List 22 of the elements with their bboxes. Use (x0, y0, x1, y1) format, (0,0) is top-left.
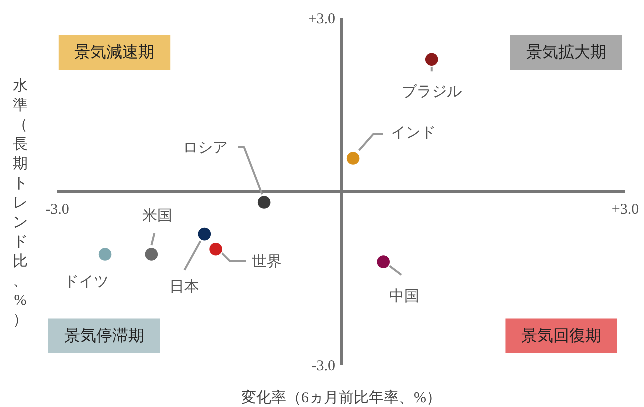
text: 水準（長期トレンド比、%） (13, 78, 28, 328)
point (208, 242, 224, 257)
point (346, 151, 361, 166)
point (197, 226, 212, 242)
x-axis-title: 変化率（6ヵ月前比年率、%） (242, 390, 442, 406)
text: インド (390, 126, 436, 142)
series-label: 中国 (390, 288, 420, 306)
point (144, 247, 160, 262)
point (98, 247, 113, 262)
series-label: ドイツ (64, 274, 109, 291)
point (376, 254, 391, 270)
point (256, 195, 272, 210)
series-label: 米国 (142, 208, 173, 225)
annotation: 景気減速期 (74, 44, 155, 62)
series-label: 世界 (252, 253, 282, 270)
annotation: 景気停滞期 (64, 327, 144, 346)
point (424, 52, 440, 68)
text: 日本 (170, 278, 200, 296)
annotation: 景気拡大期 (526, 44, 606, 62)
annotation: 景気回復期 (522, 327, 602, 346)
series-label: ブラジル (402, 84, 462, 101)
text: ロシア (182, 140, 228, 156)
